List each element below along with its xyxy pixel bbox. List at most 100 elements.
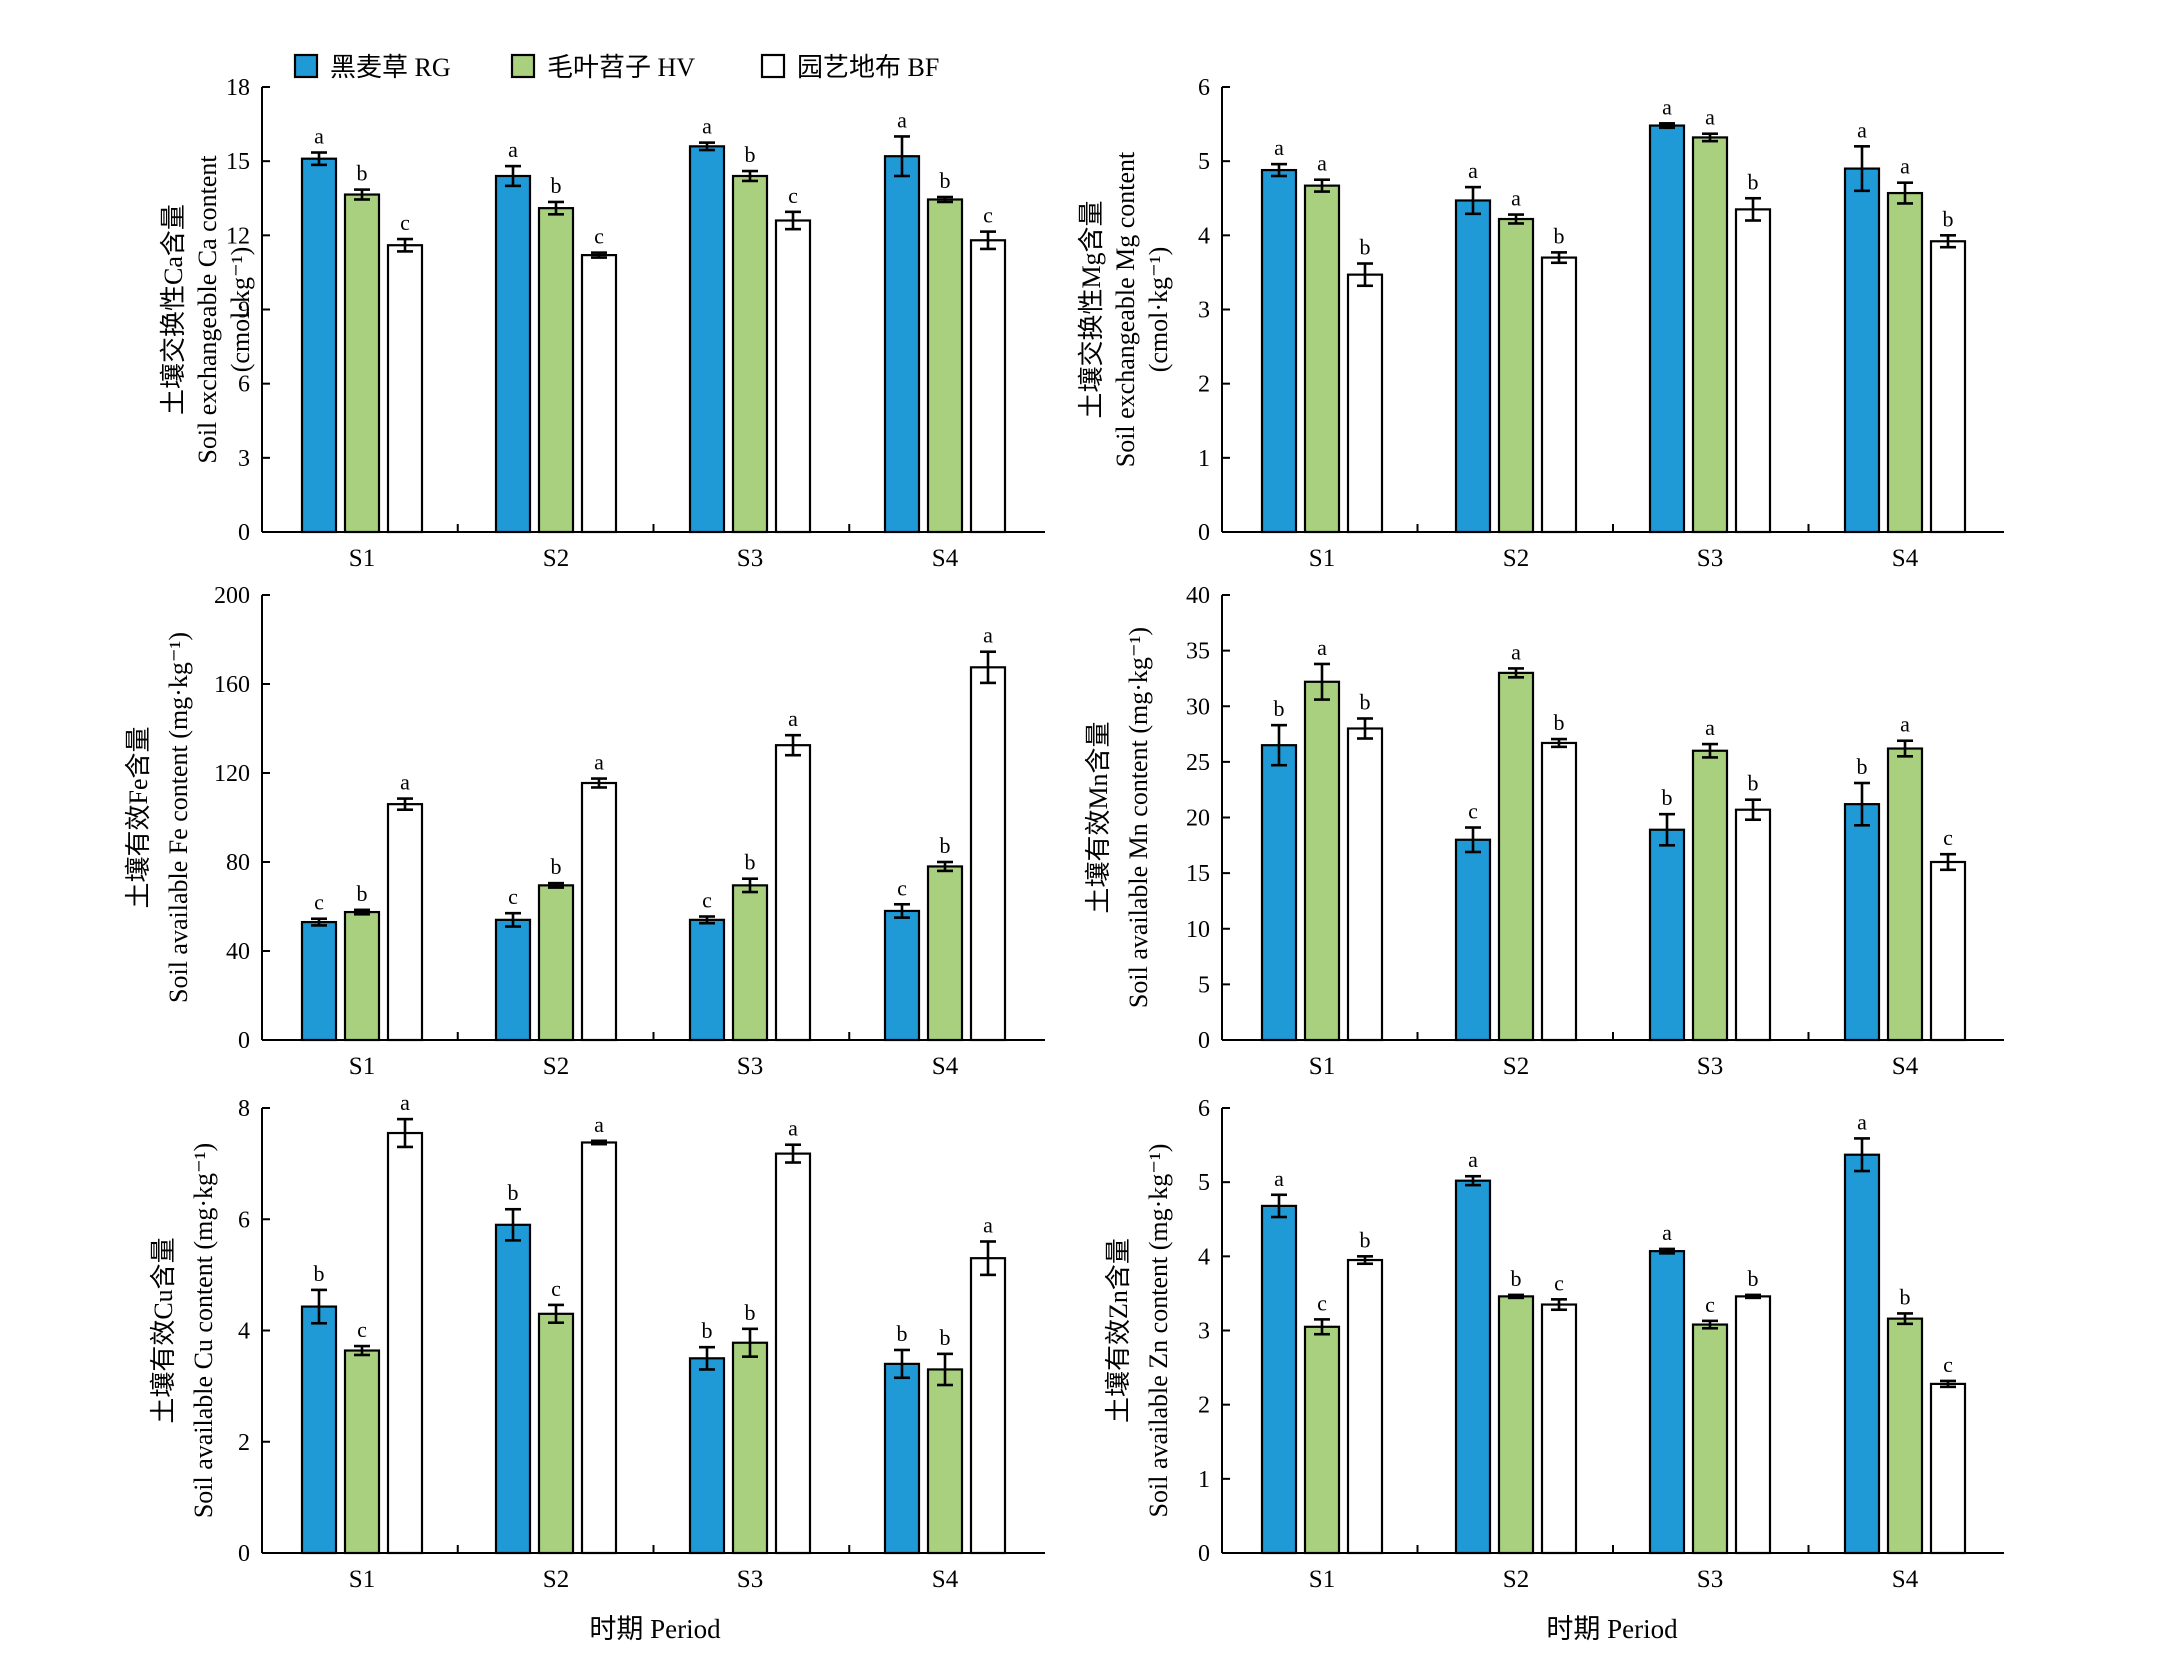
significance-letter: a xyxy=(1317,151,1327,176)
y-tick-label: 0 xyxy=(1198,520,1210,546)
legend: 黑麦草 RG 毛叶苕子 HV 园艺地布 BF xyxy=(293,53,939,82)
significance-letter: a xyxy=(1705,105,1715,130)
chart-panel-1: a a a a b b b b c c c c 0 3 6 9 12 15 18 S1 S2 S3 S4 土壤交换性Ca含量 S… xyxy=(159,75,1045,572)
significance-letter: a xyxy=(1511,186,1521,211)
y-tick-label: 18 xyxy=(226,75,250,101)
significance-letter: a xyxy=(983,1213,993,1238)
legend-label-hv: 毛叶苕子 HV xyxy=(547,53,695,82)
significance-letter: c xyxy=(400,210,410,235)
significance-letter: b xyxy=(1748,771,1759,796)
bar-bf-s1 xyxy=(386,803,424,1042)
bar-rg-s1 xyxy=(300,157,338,534)
x-axis-label-left: 时期 Period xyxy=(589,1614,721,1644)
bar-hv-s1 xyxy=(1303,184,1341,534)
bar-hv-s2 xyxy=(1497,1295,1535,1555)
significance-letter: c xyxy=(1554,1270,1564,1295)
bar-rg-s4 xyxy=(1843,167,1881,534)
bar-rg-s3 xyxy=(688,145,726,534)
bar-hv-s2 xyxy=(537,207,575,534)
chart-panel-2: a a a a a a a a b b b b 0 1 2 3 4 5 6 S1 S2 S3 S4 土壤交换性Mg含量 Soil… xyxy=(1077,75,2004,572)
bar-hv-s3 xyxy=(1691,136,1729,534)
y-axis-title-line-2: Soil available Mn content (mg·kg⁻¹) xyxy=(1124,627,1153,1008)
significance-letter: a xyxy=(1511,639,1521,664)
legend-item-rg: 黑麦草 RG xyxy=(293,53,451,82)
y-tick-label: 12 xyxy=(226,223,250,249)
x-tick-label: S4 xyxy=(932,1053,959,1080)
bar-hv-s1 xyxy=(343,193,381,534)
y-tick-label: 160 xyxy=(214,672,250,698)
significance-letter: b xyxy=(1360,689,1371,714)
y-tick-label: 6 xyxy=(238,1207,250,1233)
bar-bf-s3 xyxy=(1734,208,1772,534)
significance-letter: a xyxy=(702,114,712,139)
bar-hv-s4 xyxy=(926,198,964,534)
bar-rg-s3 xyxy=(688,918,726,1042)
significance-letter: b xyxy=(1511,1266,1522,1291)
significance-letter: b xyxy=(551,854,562,879)
y-tick-label: 25 xyxy=(1186,750,1210,776)
y-tick-label: 6 xyxy=(1198,75,1210,101)
significance-letter: b xyxy=(1857,754,1868,779)
chart-panel-6: a a a a c b c b b c b c 0 1 2 3 4 5 6 S1 S2 S3 S4 土壤有效Zn含量 Soil … xyxy=(1104,1096,2004,1593)
bar-bf-s3 xyxy=(774,744,812,1042)
y-tick-label: 1 xyxy=(1198,1467,1210,1493)
bar-hv-s4 xyxy=(1886,1317,1924,1555)
significance-letter: a xyxy=(1857,1109,1867,1134)
significance-letter: a xyxy=(1705,715,1715,740)
y-tick-label: 0 xyxy=(238,520,250,546)
y-axis-title-line-2: Soil available Zn content (mg·kg⁻¹) xyxy=(1144,1144,1173,1518)
x-tick-label: S2 xyxy=(1503,1053,1529,1080)
y-tick-label: 0 xyxy=(1198,1028,1210,1054)
significance-letter: b xyxy=(357,881,368,906)
significance-letter: a xyxy=(1468,158,1478,183)
significance-letter: c xyxy=(1943,825,1953,850)
bar-hv-s4 xyxy=(926,1368,964,1555)
significance-letter: c xyxy=(314,890,324,915)
significance-letter: b xyxy=(1748,169,1759,194)
significance-letter: c xyxy=(702,888,712,913)
legend-label-bf: 园艺地布 BF xyxy=(797,53,939,82)
significance-letter: a xyxy=(1662,1220,1672,1245)
significance-letter: c xyxy=(1705,1292,1715,1317)
y-axis-title-line-2: Soil available Fe content (mg·kg⁻¹) xyxy=(164,632,193,1003)
y-tick-label: 15 xyxy=(226,149,250,175)
y-tick-label: 5 xyxy=(1198,1170,1210,1196)
bar-bf-s1 xyxy=(1346,273,1384,534)
x-tick-label: S1 xyxy=(349,1566,375,1593)
x-tick-label: S1 xyxy=(349,1053,375,1080)
bar-rg-s2 xyxy=(1454,838,1492,1042)
y-axis-title-line-2: Soil exchangeable Mg content xyxy=(1111,151,1140,467)
bar-hv-s1 xyxy=(1303,1325,1341,1555)
y-tick-label: 15 xyxy=(1186,861,1210,887)
significance-letter: a xyxy=(788,706,798,731)
bar-rg-s3 xyxy=(1648,1250,1686,1555)
bar-rg-s1 xyxy=(1260,1204,1298,1555)
significance-letter: b xyxy=(508,1180,519,1205)
bar-rg-s3 xyxy=(1648,828,1686,1042)
bar-rg-s2 xyxy=(494,1223,532,1555)
significance-letter: b xyxy=(1274,696,1285,721)
y-axis-title-line-1: 土壤有效Zn含量 xyxy=(1104,1238,1133,1423)
significance-letter: b xyxy=(1662,785,1673,810)
x-tick-label: S3 xyxy=(1697,1566,1723,1593)
x-tick-label: S3 xyxy=(737,1566,763,1593)
bar-hv-s2 xyxy=(537,1312,575,1555)
significance-letter: b xyxy=(745,1300,756,1325)
bar-bf-s4 xyxy=(969,1257,1007,1555)
x-tick-label: S4 xyxy=(1892,545,1919,572)
significance-letter: c xyxy=(1468,799,1478,824)
x-tick-label: S1 xyxy=(1309,1053,1335,1080)
bar-bf-s4 xyxy=(1929,240,1967,534)
bar-hv-s1 xyxy=(1303,680,1341,1042)
y-tick-label: 4 xyxy=(238,1319,250,1345)
significance-letter: b xyxy=(940,833,951,858)
chart-panel-4: b c b b a a a a b b b c 0 5 10 15 20 25 30 35 40 S1 S2 S3 S4 土壤有效… xyxy=(1084,583,2004,1080)
y-axis-title-line-1: 土壤有效Fe含量 xyxy=(124,726,153,908)
significance-letter: a xyxy=(983,623,993,648)
bar-rg-s4 xyxy=(1843,803,1881,1042)
significance-letter: b xyxy=(745,850,756,875)
bar-hv-s4 xyxy=(1886,191,1924,534)
bar-rg-s1 xyxy=(300,920,338,1042)
